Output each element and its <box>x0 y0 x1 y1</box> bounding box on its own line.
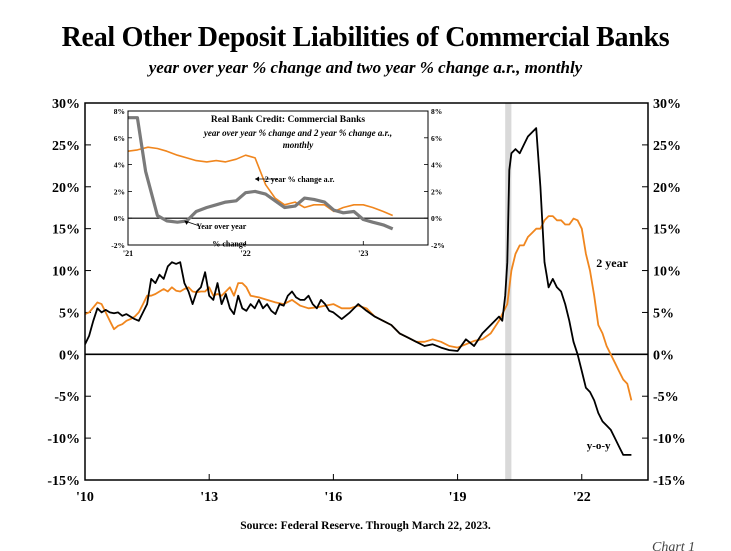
y-tick-label-right: 15% <box>653 223 681 238</box>
y-tick-label-left: -10% <box>47 432 80 447</box>
series-line-yoy <box>85 127 632 456</box>
x-tick-label: '13 <box>200 490 218 505</box>
y-tick-label-left: 30% <box>52 97 80 112</box>
inset-y-tick-label-right: 8% <box>431 107 442 116</box>
inset-x-tick-label: '23 <box>358 249 368 258</box>
inset-y-tick-label-left: 2% <box>114 187 125 196</box>
inset-subtitle-line-2: monthly <box>283 140 315 150</box>
y-tick-label-right: 0% <box>653 348 674 363</box>
series-line-2-year <box>85 215 633 401</box>
inset-annotation-2-year: 2 year % change a.r. <box>265 175 335 184</box>
x-tick-label: '10 <box>76 490 94 505</box>
chart-subtitle: year over year % change and two year % c… <box>148 58 583 77</box>
inset-series-line-yoy <box>128 116 394 231</box>
y-tick-label-right: -10% <box>653 432 686 447</box>
y-tick-label-right: 30% <box>653 97 681 112</box>
inset-series-line-2-year <box>128 146 394 217</box>
inset-border <box>127 110 429 246</box>
series-label-yoy: y-o-y <box>587 440 611 452</box>
y-tick-label-left: 25% <box>52 139 80 154</box>
chart-footer-label: Chart 1 <box>652 540 695 551</box>
inset-series-group <box>128 116 394 231</box>
y-tick-label-left: 5% <box>59 306 80 321</box>
y-tick-label-right: -5% <box>653 390 679 405</box>
inset-title: Real Bank Credit: Commercial Banks <box>211 115 366 125</box>
y-tick-label-left: -5% <box>54 390 80 405</box>
x-tick-label: '19 <box>449 490 467 505</box>
x-tick-label: '16 <box>324 490 342 505</box>
source-note: Source: Federal Reserve. Through March 2… <box>240 520 491 532</box>
y-tick-label-left: -15% <box>47 474 80 489</box>
inset-annotation-arrowhead-2-year <box>255 176 260 182</box>
y-tick-label-right: 25% <box>653 139 681 154</box>
y-tick-label-left: 20% <box>52 181 80 196</box>
series-label-2-year: 2 year <box>596 256 628 270</box>
inset-y-tick-label-left: 4% <box>114 161 125 170</box>
inset-y-tick-label-left: 8% <box>114 107 125 116</box>
inset-y-tick-label-left: -2% <box>111 241 125 250</box>
y-tick-label-left: 15% <box>52 223 80 238</box>
inset-x-tick-label: '21 <box>123 249 133 258</box>
inset-y-tick-label-left: 6% <box>114 134 125 143</box>
chart-title: Real Other Deposit Liabilities of Commer… <box>61 22 670 53</box>
inset-subtitle-line-1: year over year % change and 2 year % cha… <box>203 128 392 138</box>
y-tick-label-left: 0% <box>59 348 80 363</box>
y-tick-label-right: -15% <box>653 474 686 489</box>
inset-y-tick-label-right: 4% <box>431 161 442 170</box>
inset-annotation-yoy-line-1: Year over year <box>196 222 246 231</box>
y-tick-label-right: 10% <box>653 265 681 280</box>
inset-x-tick-label: '22 <box>241 249 251 258</box>
inset-y-tick-label-right: 2% <box>431 187 442 196</box>
inset-annotation-yoy-line-2: % change <box>212 239 246 248</box>
main-series-group <box>85 127 633 456</box>
inset-annotation-arrowhead-yoy <box>184 220 189 225</box>
y-tick-label-right: 5% <box>653 306 674 321</box>
y-tick-label-left: 10% <box>52 265 80 280</box>
inset-y-tick-label-left: 0% <box>114 214 125 223</box>
x-tick-label: '22 <box>573 490 591 505</box>
inset-y-tick-label-right: 0% <box>431 214 442 223</box>
plot-border <box>84 102 649 481</box>
y-tick-label-right: 20% <box>653 181 681 196</box>
inset-y-tick-label-right: 6% <box>431 134 442 143</box>
inset-y-tick-label-right: -2% <box>431 241 445 250</box>
